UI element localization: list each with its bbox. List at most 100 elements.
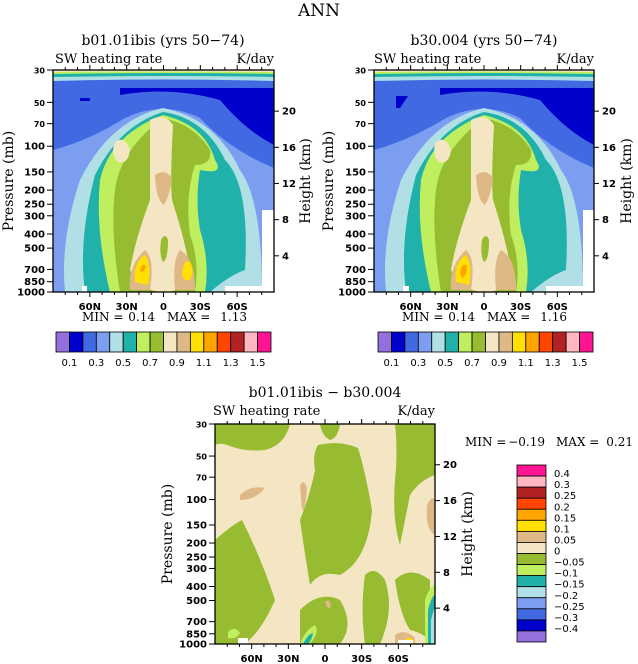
latitude-axis: 60N 30N 0 30S 60S [64,65,263,313]
colorbar-label: −0.4 [554,624,578,635]
colorbar-label: −0.25 [554,602,585,613]
colorbar-box [565,331,580,353]
x-tick-label: 30N [436,302,458,313]
colorbar-box [163,331,178,353]
y-tick-label: 250 [345,200,366,211]
x-tick-label: 60N [400,302,422,313]
colorbar-label: 1.1 [196,358,212,369]
height-axis: 20 16 12 8 4 [274,107,296,262]
colorbar-box [516,542,547,554]
y-tick-label: 200 [24,186,45,197]
y-right-tick-label: 16 [443,496,457,507]
y-tick-label: 100 [345,142,366,153]
colorbar-box [516,619,547,632]
min-label: MIN = [82,310,123,324]
colorbar-box [122,331,138,353]
colorbar-box [391,331,406,353]
colorbar-box [257,331,272,353]
y-right-tick-label: 8 [443,568,450,579]
y-right-tick-label: 20 [282,107,296,118]
colorbar-box [55,331,70,353]
colorbar-box [516,553,547,565]
colorbar-box [176,331,191,353]
y-right-tick-label: 20 [443,460,457,471]
colorbar-box [95,331,111,353]
y-tick-label: 700 [24,265,45,276]
colorbar-label: 0.7 [142,358,158,369]
colorbar-box [552,331,567,353]
x-tick-label: 0 [160,302,167,313]
colorbar-label: −0.05 [554,558,585,569]
y-tick-label: 50 [34,99,46,108]
height-axis: 20 16 12 8 4 [594,107,616,262]
panel-subtitle-left: SW heating rate [55,52,163,67]
y-tick-label: 400 [24,229,45,240]
x-tick-label: 30N [116,302,138,313]
y-tick-label: 50 [196,453,208,462]
y-right-tick-label: 4 [282,251,289,262]
colorbar-box [516,497,547,510]
colorbar-box [516,608,547,621]
colorbar: 0.1 0.3 0.5 0.7 0.9 1.1 1.3 1.5 [55,331,272,369]
colorbar-box [69,331,84,353]
panel-experiment: b30.004 (yrs 50−74) SW heating rate K/da… [321,33,635,369]
x-tick-label: 60S [227,302,248,313]
colorbar-label: 0.2 [554,502,570,513]
y-right-tick-label: 8 [282,215,289,226]
y-tick-label: 150 [345,167,366,178]
y-tick-label: 850 [24,277,45,288]
y-tick-label: 70 [196,474,208,483]
y-tick-label: 500 [186,596,207,607]
colorbar-label: 1.1 [518,358,534,369]
colorbar-box [516,630,547,643]
colorbar-box [458,331,473,353]
colorbar-box [511,331,527,353]
colorbar-label: 0.3 [410,358,426,369]
colorbar-box [431,331,446,353]
y-tick-label: 850 [345,277,366,288]
y-tick-label: 70 [355,120,367,129]
contour-field [374,70,594,292]
y-tick-label: 200 [186,539,207,550]
y-tick-label: 150 [186,520,207,531]
colorbar-label: 0.1 [383,358,399,369]
colorbar-box [377,331,392,353]
colorbar-label: 0.4 [554,469,570,480]
colorbar-label: −0.15 [554,580,585,591]
colorbar: 0.1 0.3 0.5 0.7 0.9 1.1 1.3 1.5 [377,331,594,369]
y-axis-label: Pressure (mb) [1,131,17,231]
y-tick-label: 700 [345,265,366,276]
colorbar-label: 0.5 [115,358,131,369]
y-tick-label: 400 [186,582,207,593]
colorbar-box [230,331,245,353]
panel-subtitle-left: SW heating rate [213,404,321,419]
colorbar-label: −0.1 [554,569,578,580]
colorbar-box [485,331,500,353]
y-right-tick-label: 16 [602,143,616,154]
max-value: 1.16 [540,310,567,324]
colorbar-box [516,519,547,532]
y-right-tick-label: 12 [443,532,457,543]
y-tick-label: 700 [186,617,207,628]
x-tick-label: 30S [510,302,531,313]
y-tick-label: 50 [355,99,367,108]
colorbar-label: 0.7 [464,358,480,369]
colorbar-box [579,331,594,353]
panel-title: b30.004 (yrs 50−74) [411,33,558,49]
y-tick-label: 1000 [179,640,207,651]
colorbar-box [404,331,419,353]
y-axis-label: Pressure (mb) [321,131,337,231]
min-label: MIN = [465,435,506,449]
y-tick-label: 100 [186,495,207,506]
colorbar-label: 1.5 [572,358,588,369]
panel-subtitle-right: K/day [397,404,435,419]
x-tick-label: 60S [547,302,568,313]
max-label: MAX = [167,310,210,324]
colorbar-label: 0 [554,547,560,558]
height-axis: 20 16 12 8 4 [435,460,457,615]
x-tick-label: 0 [322,654,329,664]
y-right-tick-label: 16 [282,143,296,154]
panel-title: b01.01ibis − b30.004 [249,385,402,401]
